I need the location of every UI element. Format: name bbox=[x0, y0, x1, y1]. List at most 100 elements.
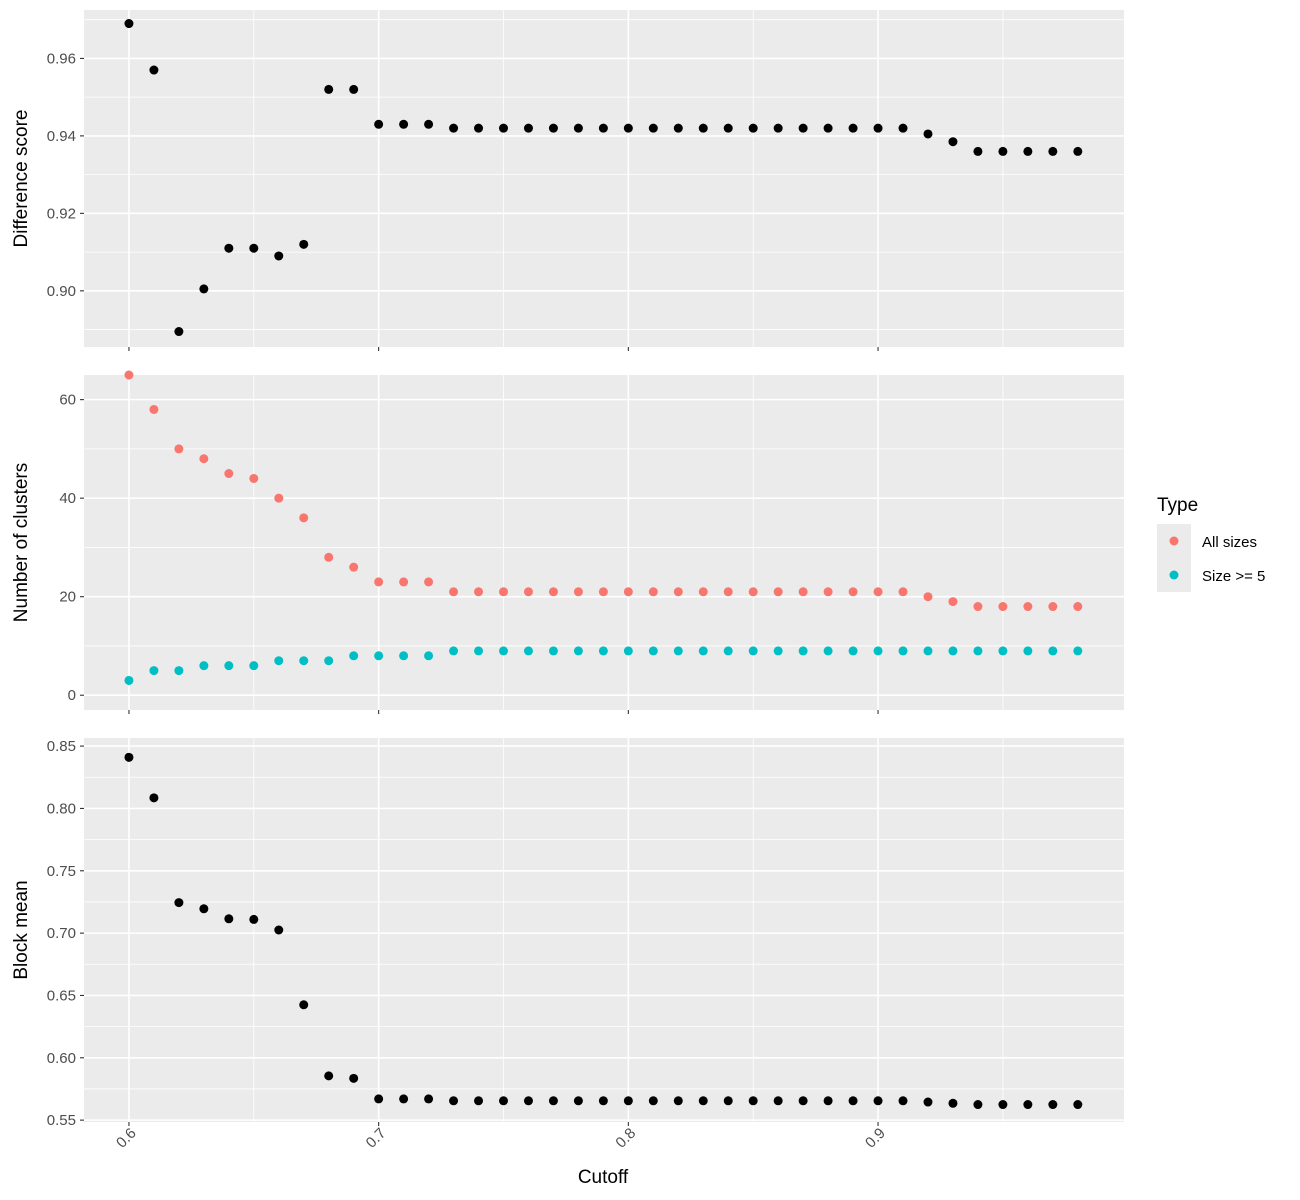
data-point bbox=[698, 123, 708, 133]
data-point bbox=[399, 651, 409, 661]
data-point bbox=[598, 1096, 608, 1106]
y-tick-label: 0.55 bbox=[47, 1112, 76, 1129]
data-point bbox=[498, 123, 508, 133]
data-point bbox=[973, 646, 983, 656]
data-point bbox=[773, 1096, 783, 1106]
data-point bbox=[299, 513, 309, 523]
data-point bbox=[973, 602, 983, 612]
y-tick-label: 0.90 bbox=[47, 283, 76, 300]
data-point bbox=[224, 469, 234, 479]
data-point bbox=[249, 243, 259, 253]
data-point bbox=[573, 1096, 583, 1106]
data-point bbox=[1073, 1100, 1083, 1110]
y-tick-label: 0.96 bbox=[47, 50, 76, 67]
data-point bbox=[823, 123, 833, 133]
data-point bbox=[324, 84, 334, 94]
data-point bbox=[299, 239, 309, 249]
data-point bbox=[149, 65, 159, 75]
data-point bbox=[623, 587, 633, 597]
data-point bbox=[723, 646, 733, 656]
data-point bbox=[374, 119, 384, 129]
y-tick-label: 20 bbox=[59, 589, 76, 606]
data-point bbox=[898, 123, 908, 133]
data-point bbox=[998, 602, 1008, 612]
y-tick-label: 0.80 bbox=[47, 800, 76, 817]
data-point bbox=[798, 587, 808, 597]
data-point bbox=[399, 1094, 409, 1104]
data-point bbox=[474, 587, 484, 597]
data-point bbox=[498, 1096, 508, 1106]
data-point bbox=[648, 1096, 658, 1106]
data-point bbox=[498, 587, 508, 597]
panel-2: 0 20 40 60 Number of clusters bbox=[11, 370, 1124, 714]
data-point bbox=[848, 587, 858, 597]
data-point bbox=[399, 577, 409, 587]
data-point bbox=[948, 1098, 958, 1108]
data-point bbox=[1023, 602, 1033, 612]
data-point bbox=[673, 646, 683, 656]
data-point bbox=[598, 646, 608, 656]
data-point bbox=[1023, 646, 1033, 656]
data-point bbox=[1048, 646, 1058, 656]
data-point bbox=[124, 19, 134, 29]
data-point bbox=[399, 119, 409, 129]
data-point bbox=[673, 1096, 683, 1106]
y-axis-title: Difference score bbox=[11, 110, 32, 248]
y-tick-label: 0.60 bbox=[47, 1050, 76, 1067]
panel-background bbox=[84, 738, 1124, 1122]
data-point bbox=[249, 914, 259, 924]
data-point bbox=[174, 898, 184, 908]
data-point bbox=[848, 123, 858, 133]
data-point bbox=[149, 793, 159, 803]
panel-background bbox=[84, 375, 1124, 710]
data-point bbox=[998, 146, 1008, 156]
data-point bbox=[923, 646, 933, 656]
data-point bbox=[748, 646, 758, 656]
data-point bbox=[848, 1096, 858, 1106]
data-point bbox=[449, 1096, 459, 1106]
data-point bbox=[548, 123, 558, 133]
data-point bbox=[523, 646, 533, 656]
data-point bbox=[174, 666, 184, 676]
data-point bbox=[174, 327, 184, 337]
data-point bbox=[199, 904, 209, 914]
data-point bbox=[998, 646, 1008, 656]
data-point bbox=[498, 646, 508, 656]
data-point bbox=[224, 914, 234, 924]
data-point bbox=[623, 1096, 633, 1106]
data-point bbox=[873, 587, 883, 597]
data-point bbox=[424, 651, 434, 661]
data-point bbox=[823, 1096, 833, 1106]
data-point bbox=[698, 587, 708, 597]
data-point bbox=[948, 646, 958, 656]
data-point bbox=[324, 656, 334, 666]
data-point bbox=[224, 661, 234, 671]
data-point bbox=[573, 123, 583, 133]
y-axis-title: Block mean bbox=[11, 880, 32, 979]
data-point bbox=[349, 1073, 359, 1083]
legend-key-all-sizes bbox=[1169, 536, 1179, 546]
data-point bbox=[299, 656, 309, 666]
legend-key-size-5 bbox=[1169, 570, 1179, 580]
data-point bbox=[1073, 646, 1083, 656]
data-point bbox=[648, 123, 658, 133]
y-tick-label: 0 bbox=[68, 687, 76, 704]
data-point bbox=[948, 597, 958, 607]
data-point bbox=[673, 123, 683, 133]
data-point bbox=[124, 752, 134, 762]
data-point bbox=[698, 646, 708, 656]
series-2-1 bbox=[124, 370, 1083, 612]
data-point bbox=[648, 646, 658, 656]
data-point bbox=[424, 577, 434, 587]
data-point bbox=[424, 1094, 434, 1104]
data-point bbox=[1048, 1100, 1058, 1110]
data-point bbox=[1048, 146, 1058, 156]
data-point bbox=[1023, 1100, 1033, 1110]
data-point bbox=[548, 1096, 558, 1106]
data-point bbox=[349, 84, 359, 94]
y-tick-label: 0.92 bbox=[47, 205, 76, 222]
panels: 0.90 0.92 0.94 0.96 Difference score 0 20 40 60 N… bbox=[11, 10, 1124, 1152]
data-point bbox=[798, 646, 808, 656]
data-point bbox=[224, 243, 234, 253]
